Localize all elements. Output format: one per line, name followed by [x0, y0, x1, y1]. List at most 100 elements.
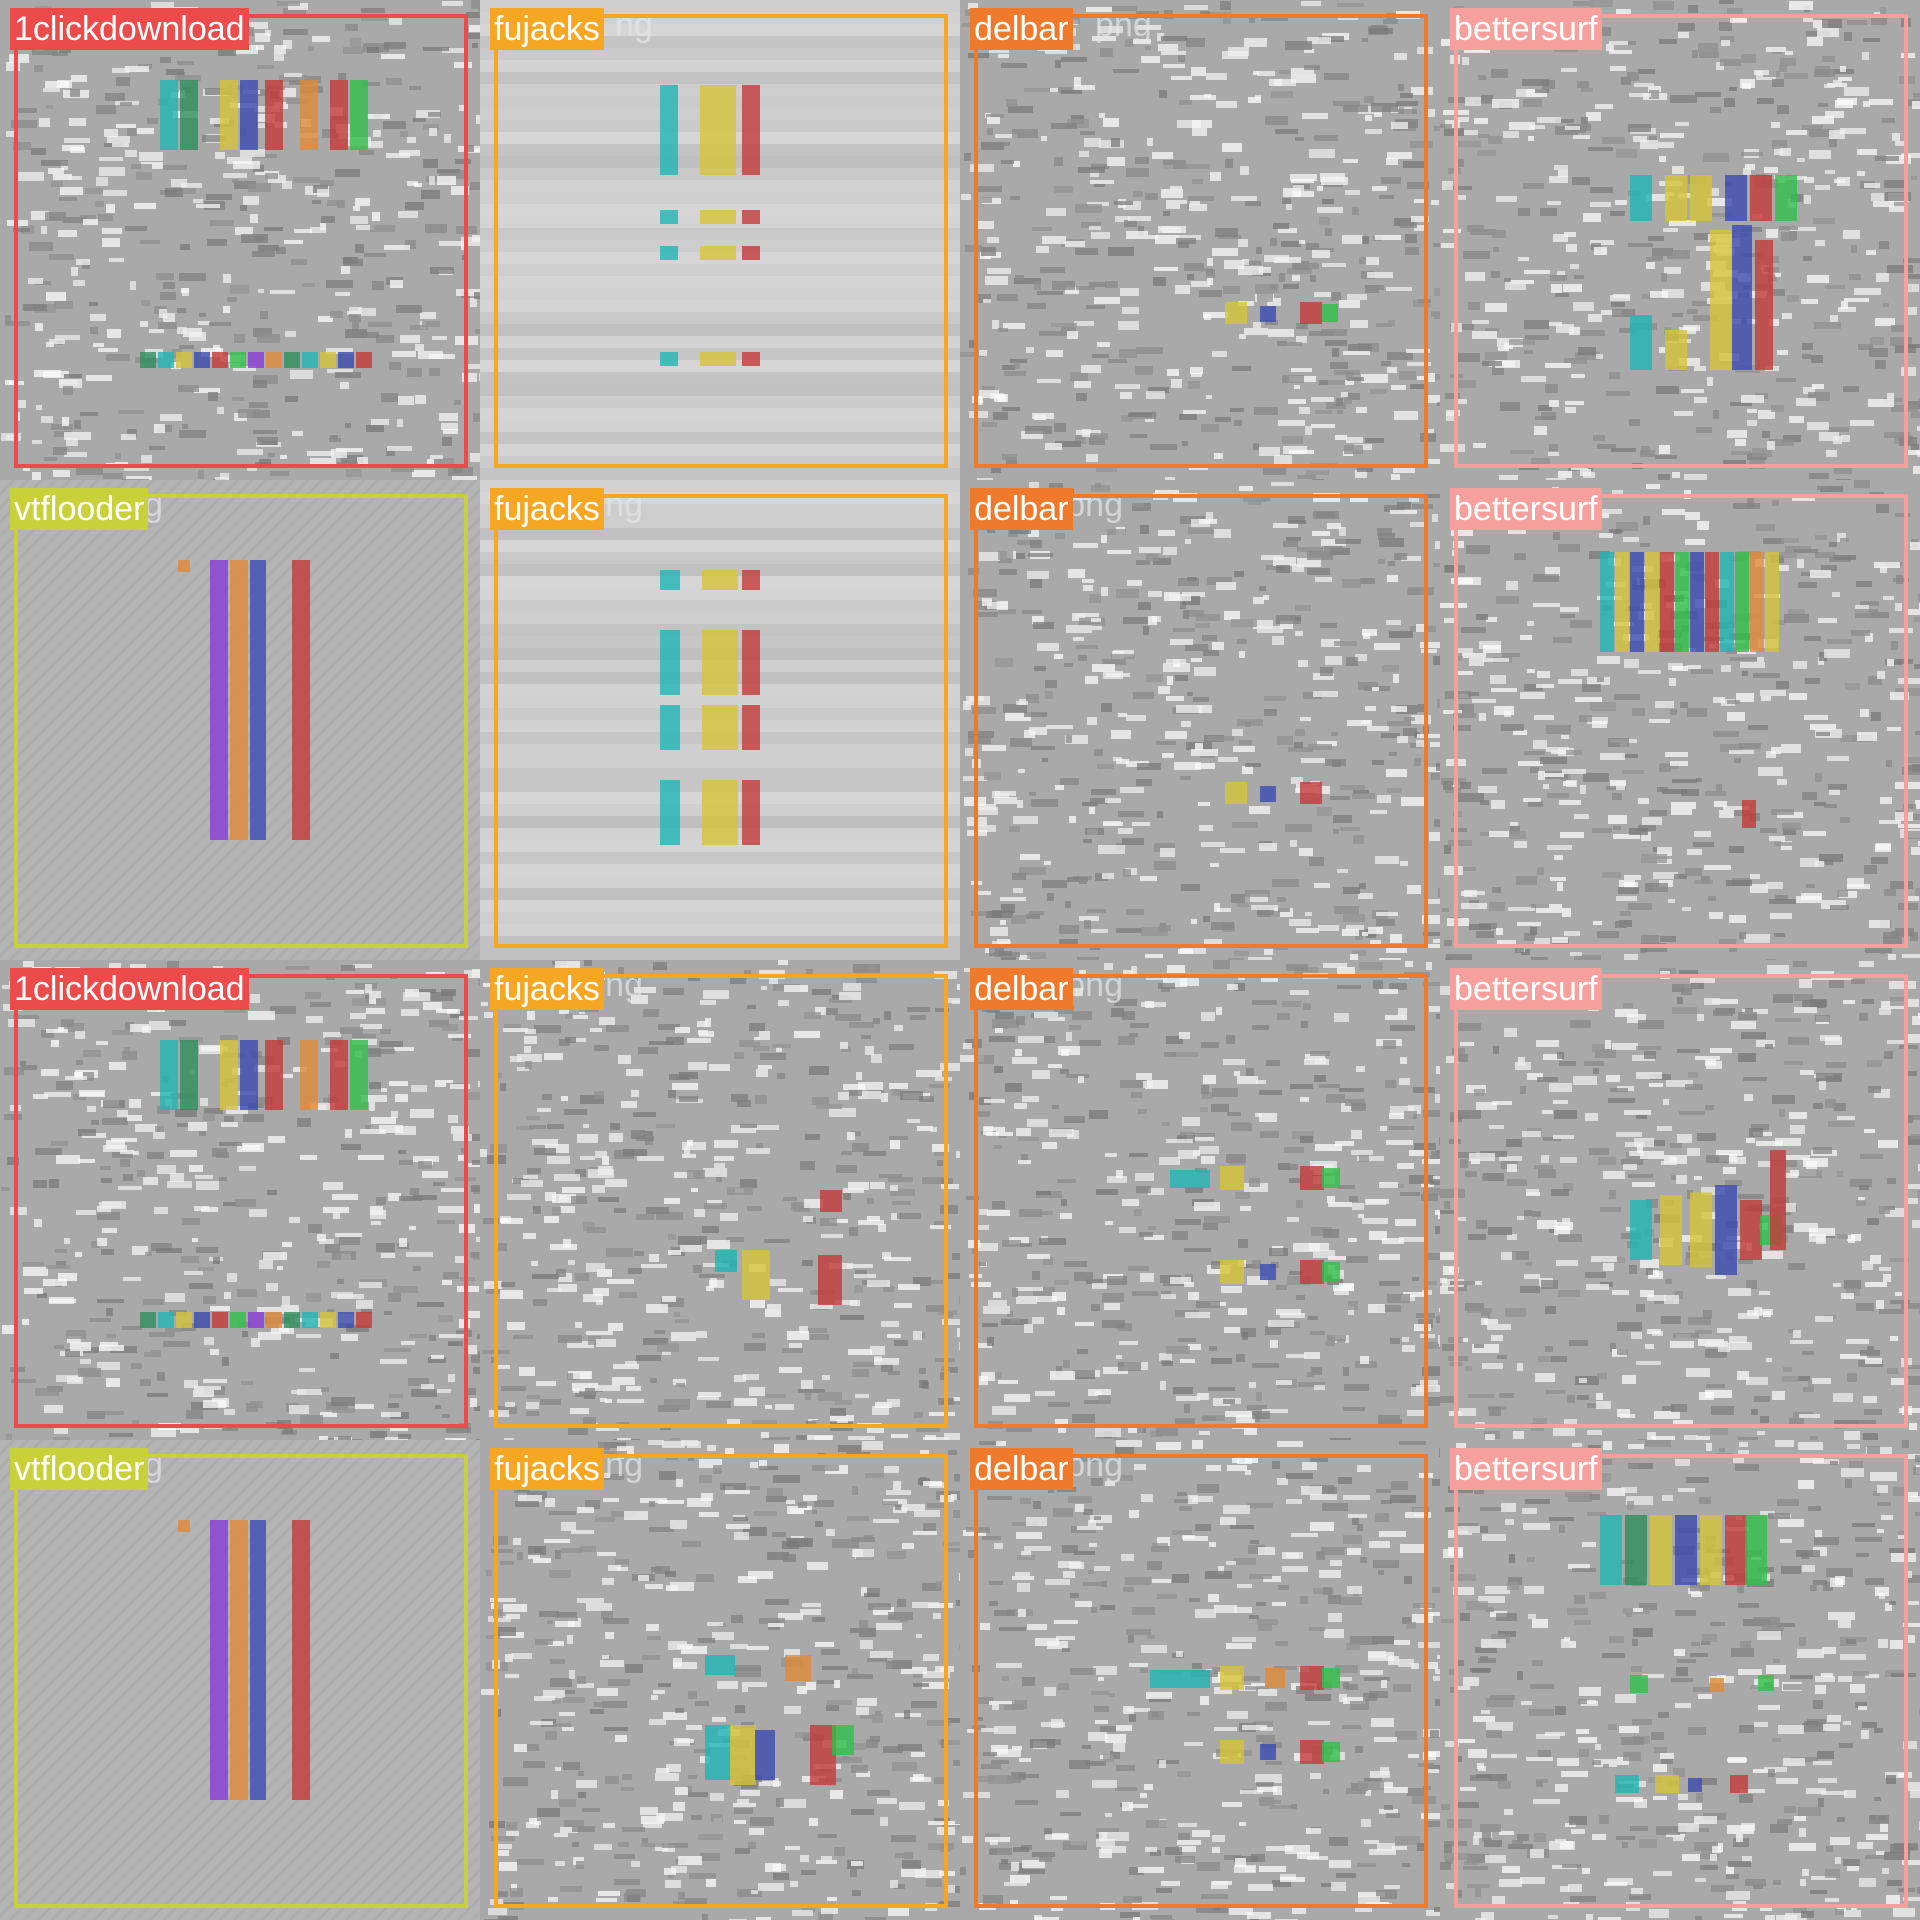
detection-mark: [1770, 1150, 1786, 1250]
detection-mark: [1725, 1515, 1747, 1585]
detection-mark: [158, 352, 174, 368]
class-label-tag: 1clickdownload: [10, 8, 249, 50]
detection-mark: [742, 210, 760, 224]
detection-mark: [292, 1520, 310, 1800]
detection-mark: [1170, 1170, 1210, 1188]
detection-mark: [1710, 230, 1732, 370]
bounding-box: [14, 1454, 468, 1908]
detection-mark: [1690, 552, 1704, 652]
detection-mark: [660, 570, 680, 590]
bounding-box: [494, 1454, 948, 1908]
detection-mark: [300, 80, 318, 150]
detection-mark: [330, 80, 348, 150]
detection-overlay: [1630, 1150, 1786, 1275]
detection-mark: [1725, 175, 1747, 221]
detection-mark: [1630, 315, 1652, 370]
detection-mark: [1220, 1666, 1244, 1690]
class-label-tag: fujacks: [490, 1448, 604, 1490]
detection-mark: [1700, 1515, 1722, 1585]
detection-mark: [742, 570, 760, 590]
grid-tile: 1 (72).pngfujacks: [480, 960, 960, 1440]
detection-mark: [250, 1520, 266, 1800]
detection-mark: [1260, 1744, 1276, 1760]
detection-mark: [356, 352, 372, 368]
detection-mark: [1300, 1740, 1324, 1764]
detection-mark: [194, 1312, 210, 1328]
detection-mark: [1220, 1166, 1244, 1190]
bounding-box: [974, 974, 1428, 1428]
detection-mark: [1625, 1515, 1647, 1585]
detection-mark: [1260, 1264, 1276, 1280]
detection-mark: [1750, 552, 1764, 652]
detection-mark: [1675, 552, 1689, 652]
detection-mark: [180, 1040, 198, 1110]
detection-mark: [1755, 240, 1773, 370]
detection-mark: [1322, 1742, 1340, 1762]
detection-mark: [1260, 306, 1276, 322]
detection-overlay: [1600, 1515, 1774, 1793]
detection-mark: [1322, 1668, 1340, 1688]
detection-overlay: [178, 560, 310, 840]
detection-mark: [140, 1312, 156, 1328]
grid-tile: 1 (38).pngbettersurf: [1440, 480, 1920, 960]
detection-mark: [300, 1040, 318, 1110]
detection-overlay: [715, 1190, 842, 1305]
detection-mark: [660, 85, 678, 175]
grid-tile: bettersurf: [1440, 0, 1920, 480]
detection-mark: [230, 352, 246, 368]
detection-mark: [700, 210, 736, 224]
detection-mark: [1775, 175, 1797, 221]
detection-mark: [742, 780, 760, 845]
class-label-tag: fujacks: [490, 488, 604, 530]
detection-mark: [1322, 304, 1338, 322]
detection-mark: [350, 1040, 368, 1110]
detection-mark: [240, 80, 258, 150]
class-label-tag: delbar: [970, 8, 1073, 50]
grid-tile: 1 (75).pngfujacks: [480, 480, 960, 960]
detection-mark: [660, 210, 678, 224]
detection-mark: [1645, 552, 1659, 652]
bounding-box: [494, 974, 948, 1428]
detection-mark: [1660, 552, 1674, 652]
detection-mark: [212, 352, 228, 368]
detection-mark: [320, 352, 336, 368]
detection-mark: [230, 560, 248, 840]
class-label-tag: bettersurf: [1450, 1448, 1602, 1490]
detection-mark: [302, 1312, 318, 1328]
tile-texture: [960, 1440, 1440, 1920]
detection-overlay: [1630, 175, 1797, 370]
detection-mark: [1300, 1666, 1324, 1690]
tile-texture: [1440, 0, 1920, 480]
bounding-box: [494, 14, 948, 468]
class-label-tag: delbar: [970, 1448, 1073, 1490]
detection-mark: [265, 80, 283, 150]
detection-mark: [1758, 1675, 1774, 1691]
detection-mark: [1300, 782, 1322, 804]
detection-mark: [220, 80, 238, 150]
class-label-tag: vtflooder: [10, 1448, 149, 1490]
detection-mark: [1150, 1670, 1210, 1688]
detection-mark: [1688, 1778, 1702, 1792]
detection-mark: [702, 630, 738, 695]
detection-mark: [1615, 552, 1629, 652]
detection-overlay: [178, 1520, 310, 1800]
detection-mark: [1720, 552, 1734, 652]
detection-overlay: [1170, 1166, 1340, 1284]
detection-mark: [1655, 1775, 1679, 1793]
grid-tile: 1 (9).png1clickdownload: [0, 960, 480, 1440]
class-label-tag: delbar: [970, 968, 1073, 1010]
detection-mark: [1665, 175, 1687, 221]
class-label-tag: fujacks: [490, 968, 604, 1010]
detection-mark: [178, 560, 190, 572]
detection-mark: [742, 1250, 770, 1300]
detection-mark: [730, 1725, 756, 1785]
detection-mark: [1742, 800, 1756, 828]
detection-mark: [1630, 175, 1652, 221]
detection-mark: [1650, 1515, 1672, 1585]
detection-overlay: [705, 1655, 854, 1785]
tile-texture: [960, 0, 1440, 480]
detection-mark: [785, 1655, 811, 1681]
grid-tile: 1 (29).pngbettersurf: [1440, 960, 1920, 1440]
